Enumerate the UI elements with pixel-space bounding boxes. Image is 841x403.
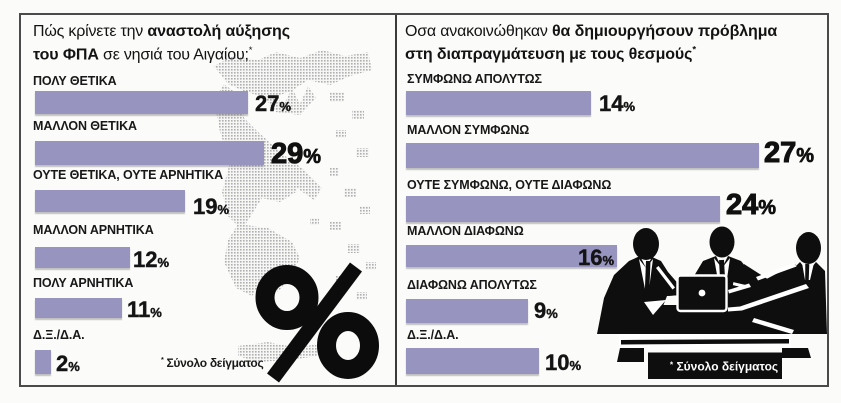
svg-text:* Σύνολο δείγματος: * Σύνολο δείγματος	[670, 360, 778, 374]
